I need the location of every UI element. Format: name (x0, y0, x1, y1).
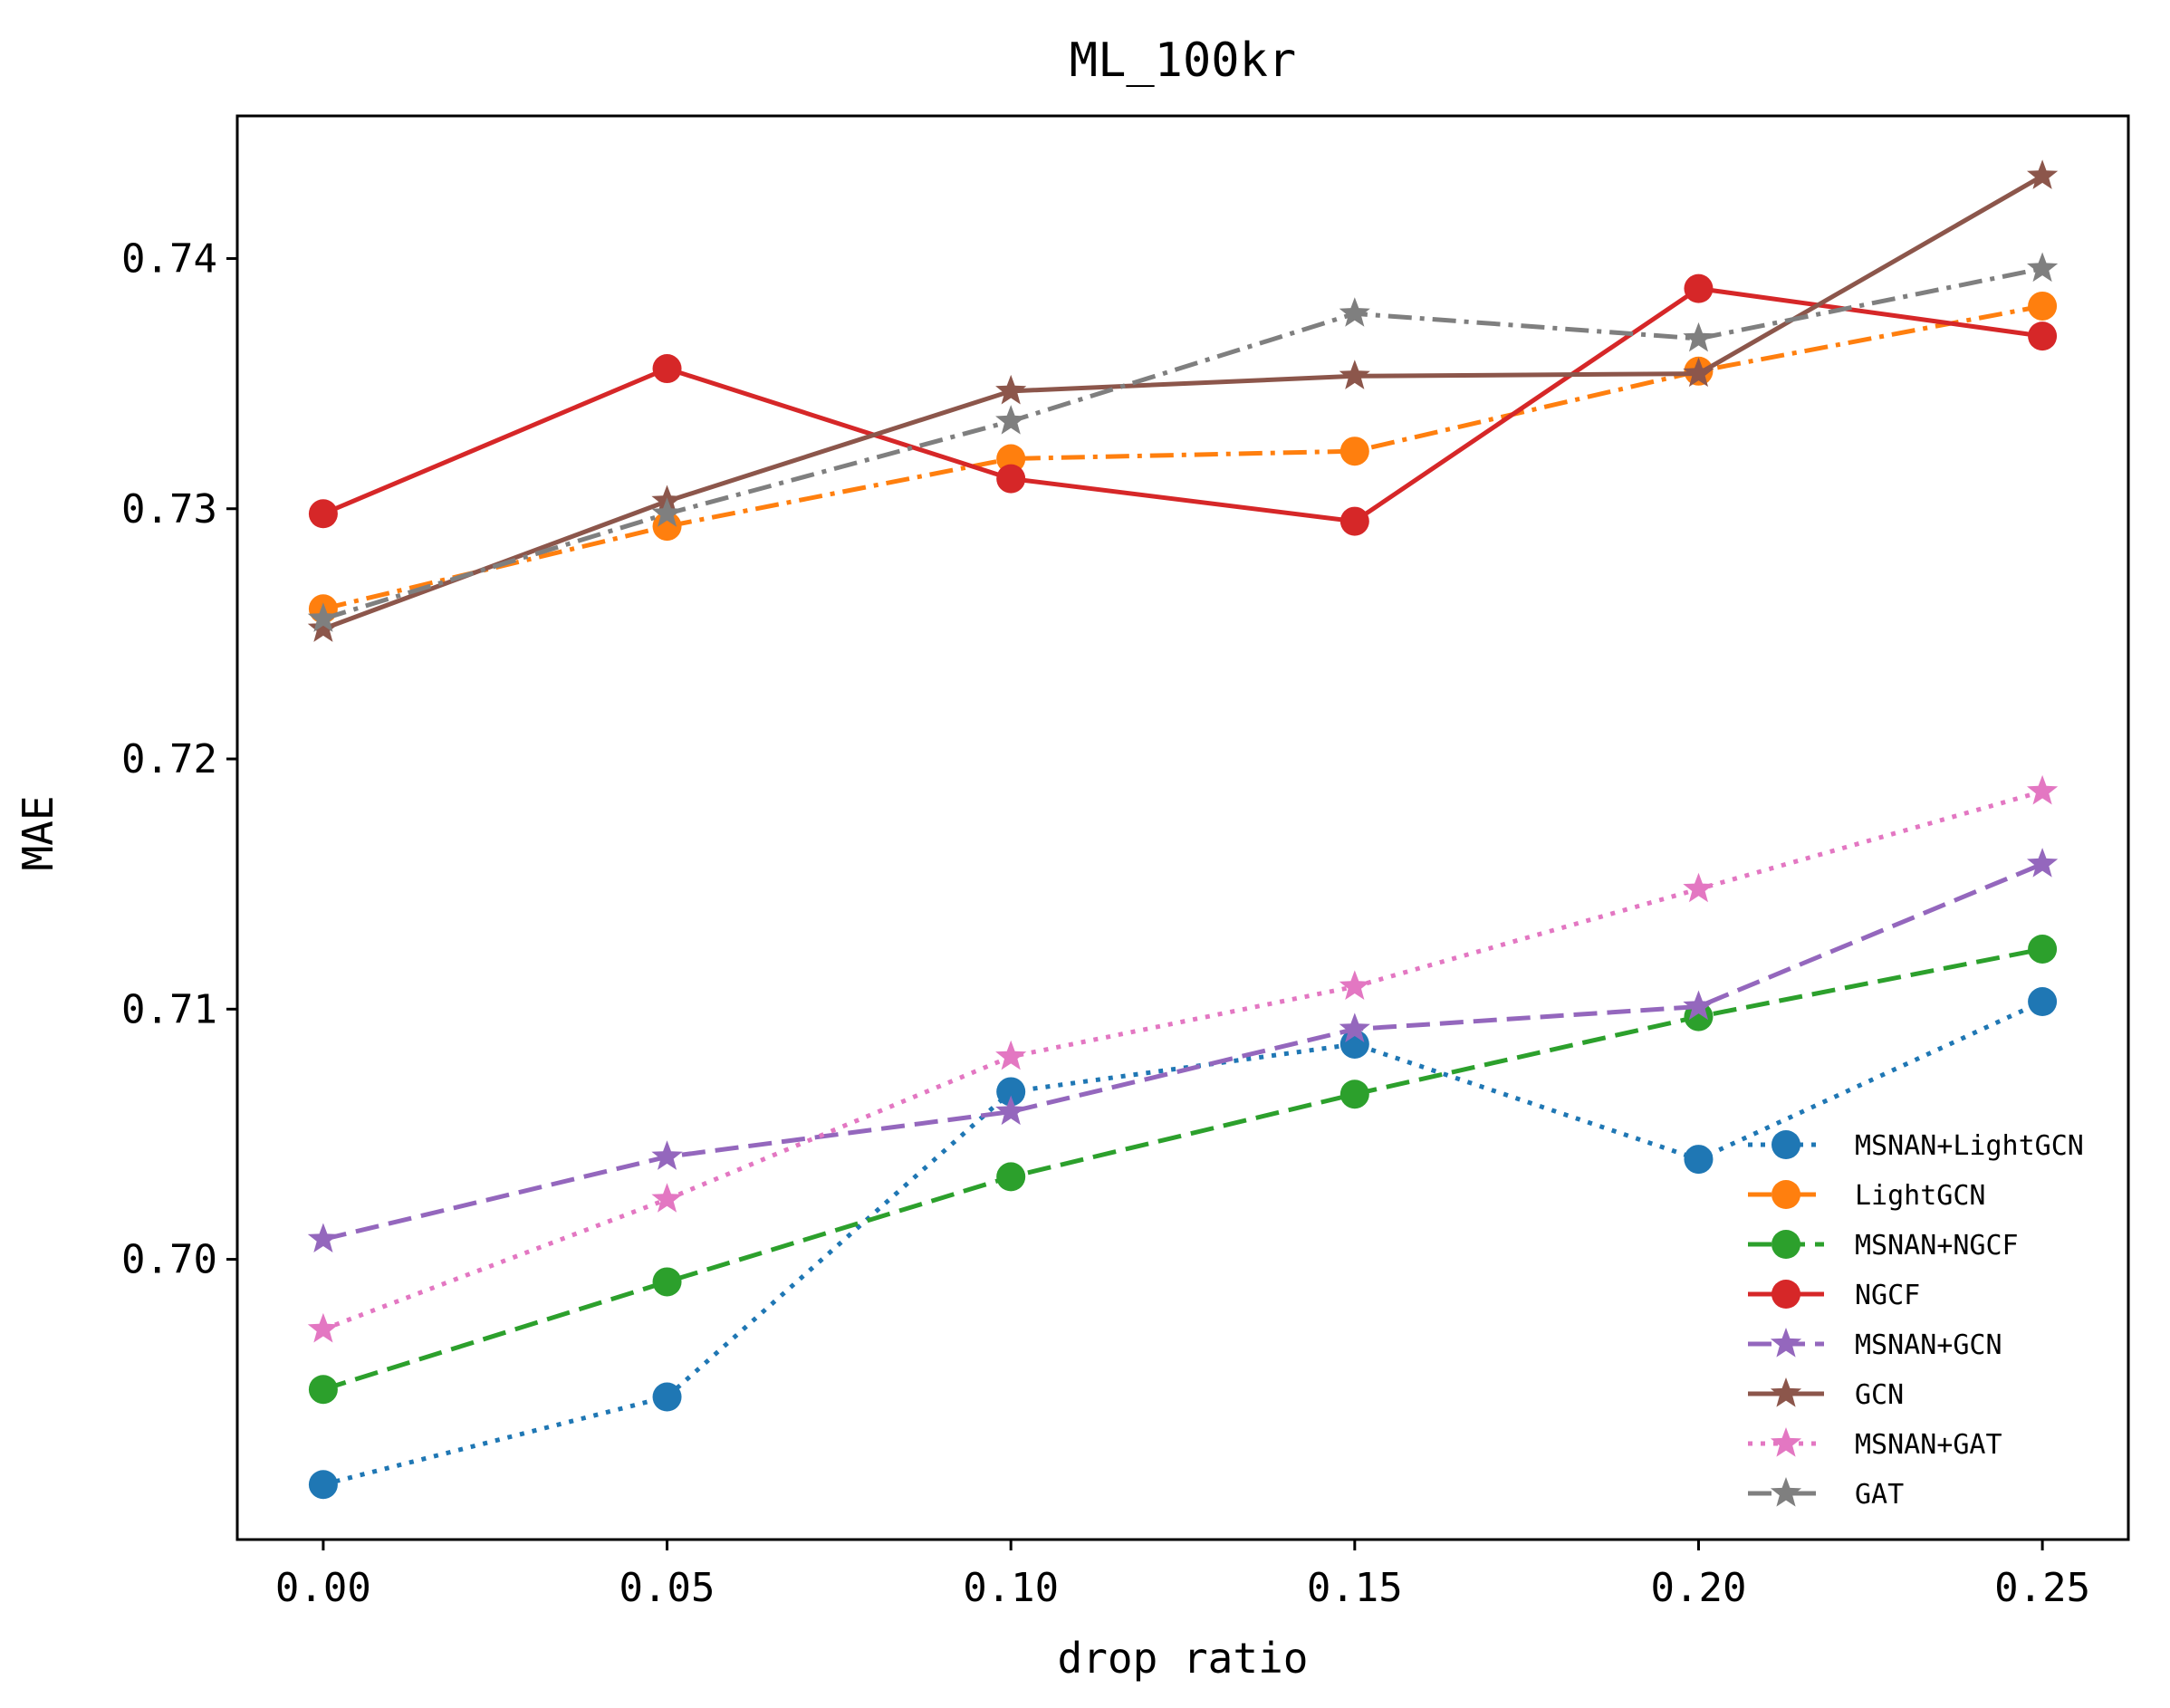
data-point-gcn (1339, 360, 1370, 389)
data-point-gat (1339, 297, 1370, 327)
data-point-gat (2027, 252, 2059, 283)
legend-marker-lightgcn (1772, 1180, 1800, 1209)
data-point-msnan-ngcf (308, 1375, 338, 1405)
y-tick-label: 0.71 (121, 986, 217, 1032)
series-msnan-gcn (307, 848, 2059, 1252)
legend-label-msnan-ngcf: MSNAN+NGCF (1855, 1230, 2019, 1262)
data-point-gat (307, 602, 339, 632)
data-point-msnan-gcn (307, 1223, 339, 1252)
x-tick-label: 0.10 (963, 1565, 1059, 1611)
data-point-lightgcn (996, 444, 1026, 474)
series-line-msnan-gat (322, 789, 2043, 1332)
data-point-msnan-gat (2027, 774, 2059, 805)
data-point-gat (651, 497, 683, 527)
series-msnan-lightgcn (308, 987, 2058, 1500)
data-point-msnan-ngcf (1339, 1079, 1369, 1109)
x-tick-label: 0.15 (1307, 1565, 1403, 1611)
data-point-gcn (2027, 159, 2059, 189)
data-point-msnan-lightgcn (308, 1470, 338, 1500)
data-point-ngcf (996, 464, 1026, 494)
data-point-msnan-ngcf (652, 1267, 682, 1297)
series-msnan-gat (307, 774, 2059, 1343)
legend-label-gat: GAT (1855, 1479, 1904, 1511)
series-line-ngcf (322, 286, 2043, 524)
chart-title: ML_100kr (1070, 34, 1296, 88)
series-line-msnan-gcn (322, 861, 2044, 1242)
data-point-ngcf (2028, 321, 2058, 351)
x-tick-label: 0.00 (275, 1565, 371, 1611)
y-tick-label: 0.72 (121, 736, 217, 782)
data-point-msnan-ngcf (996, 1162, 1026, 1192)
legend-label-ngcf: NGCF (1855, 1280, 1920, 1311)
series-line-msnan-lightgcn (322, 999, 2044, 1487)
legend-label-msnan-gat: MSNAN+GAT (1855, 1429, 2002, 1461)
legend-marker-ngcf (1772, 1280, 1800, 1309)
x-tick-label: 0.25 (1994, 1565, 2090, 1611)
data-point-gcn (995, 374, 1027, 405)
y-axis-label: MAE (14, 795, 62, 870)
data-point-msnan-gat (651, 1183, 683, 1213)
data-point-gcn (1683, 357, 1714, 388)
legend-marker-msnan-gcn (1770, 1328, 1802, 1358)
data-point-msnan-gat (1339, 970, 1370, 1000)
data-point-ngcf (1339, 506, 1369, 536)
data-point-ngcf (1684, 273, 1714, 303)
y-tick-label: 0.74 (121, 235, 217, 282)
data-point-lightgcn (2028, 291, 2058, 321)
data-point-msnan-gcn (651, 1140, 683, 1170)
data-point-msnan-gcn (995, 1095, 1027, 1126)
plot-frame (235, 114, 2130, 1541)
legend-marker-gcn (1770, 1377, 1802, 1407)
data-point-msnan-gat (307, 1312, 339, 1343)
data-point-msnan-ngcf (2028, 934, 2058, 964)
legend-label-lightgcn: LightGCN (1855, 1180, 1986, 1212)
data-point-msnan-gcn (2027, 848, 2059, 878)
legend: MSNAN+LightGCN LightGCN MSNAN+NGCF NGCF MSNA… (1748, 1130, 2084, 1511)
data-point-msnan-gcn (1683, 990, 1714, 1021)
series-line-msnan-ngcf (322, 946, 2043, 1392)
series-msnan-ngcf (308, 934, 2058, 1405)
legend-marker-msnan-gat (1770, 1427, 1802, 1457)
data-point-msnan-gcn (1339, 1012, 1370, 1042)
legend-label-gcn: GCN (1855, 1379, 1904, 1411)
data-point-gcn (307, 612, 339, 642)
legend-label-msnan-lightgcn: MSNAN+LightGCN (1855, 1130, 2084, 1162)
data-point-msnan-lightgcn (2028, 987, 2058, 1017)
data-point-msnan-gat (995, 1040, 1027, 1070)
series-ngcf (308, 273, 2058, 536)
series-line-gcn (322, 174, 2044, 631)
legend-marker-msnan-lightgcn (1772, 1130, 1800, 1159)
data-point-ngcf (652, 354, 682, 384)
series-gat (307, 252, 2059, 632)
x-tick-label: 0.05 (619, 1565, 715, 1611)
x-axis: 0.00 0.05 0.10 0.15 0.20 0.25 (275, 1540, 2090, 1611)
data-point-gat (995, 405, 1027, 435)
series-line-lightgcn (322, 303, 2043, 611)
data-point-ngcf (308, 499, 338, 529)
y-tick-label: 0.73 (121, 486, 217, 533)
data-point-lightgcn (1339, 437, 1369, 466)
plot-area (235, 114, 2130, 1541)
x-tick-label: 0.20 (1650, 1565, 1746, 1611)
legend-marker-msnan-ngcf (1772, 1230, 1800, 1259)
data-point-msnan-lightgcn (1684, 1145, 1714, 1175)
y-tick-label: 0.70 (121, 1237, 217, 1283)
legend-label-msnan-gcn: MSNAN+GCN (1855, 1329, 2002, 1361)
x-axis-label: drop ratio (1058, 1634, 1309, 1683)
y-axis: 0.70 0.71 0.72 0.73 0.74 (121, 235, 237, 1283)
data-point-msnan-gat (1683, 872, 1714, 903)
series-line-gat (322, 266, 2043, 621)
data-point-msnan-ngcf (1684, 1002, 1714, 1032)
data-point-msnan-lightgcn (996, 1077, 1026, 1107)
data-point-gat (1683, 321, 1714, 352)
legend-marker-gat (1770, 1477, 1802, 1507)
data-point-msnan-lightgcn (652, 1382, 682, 1412)
